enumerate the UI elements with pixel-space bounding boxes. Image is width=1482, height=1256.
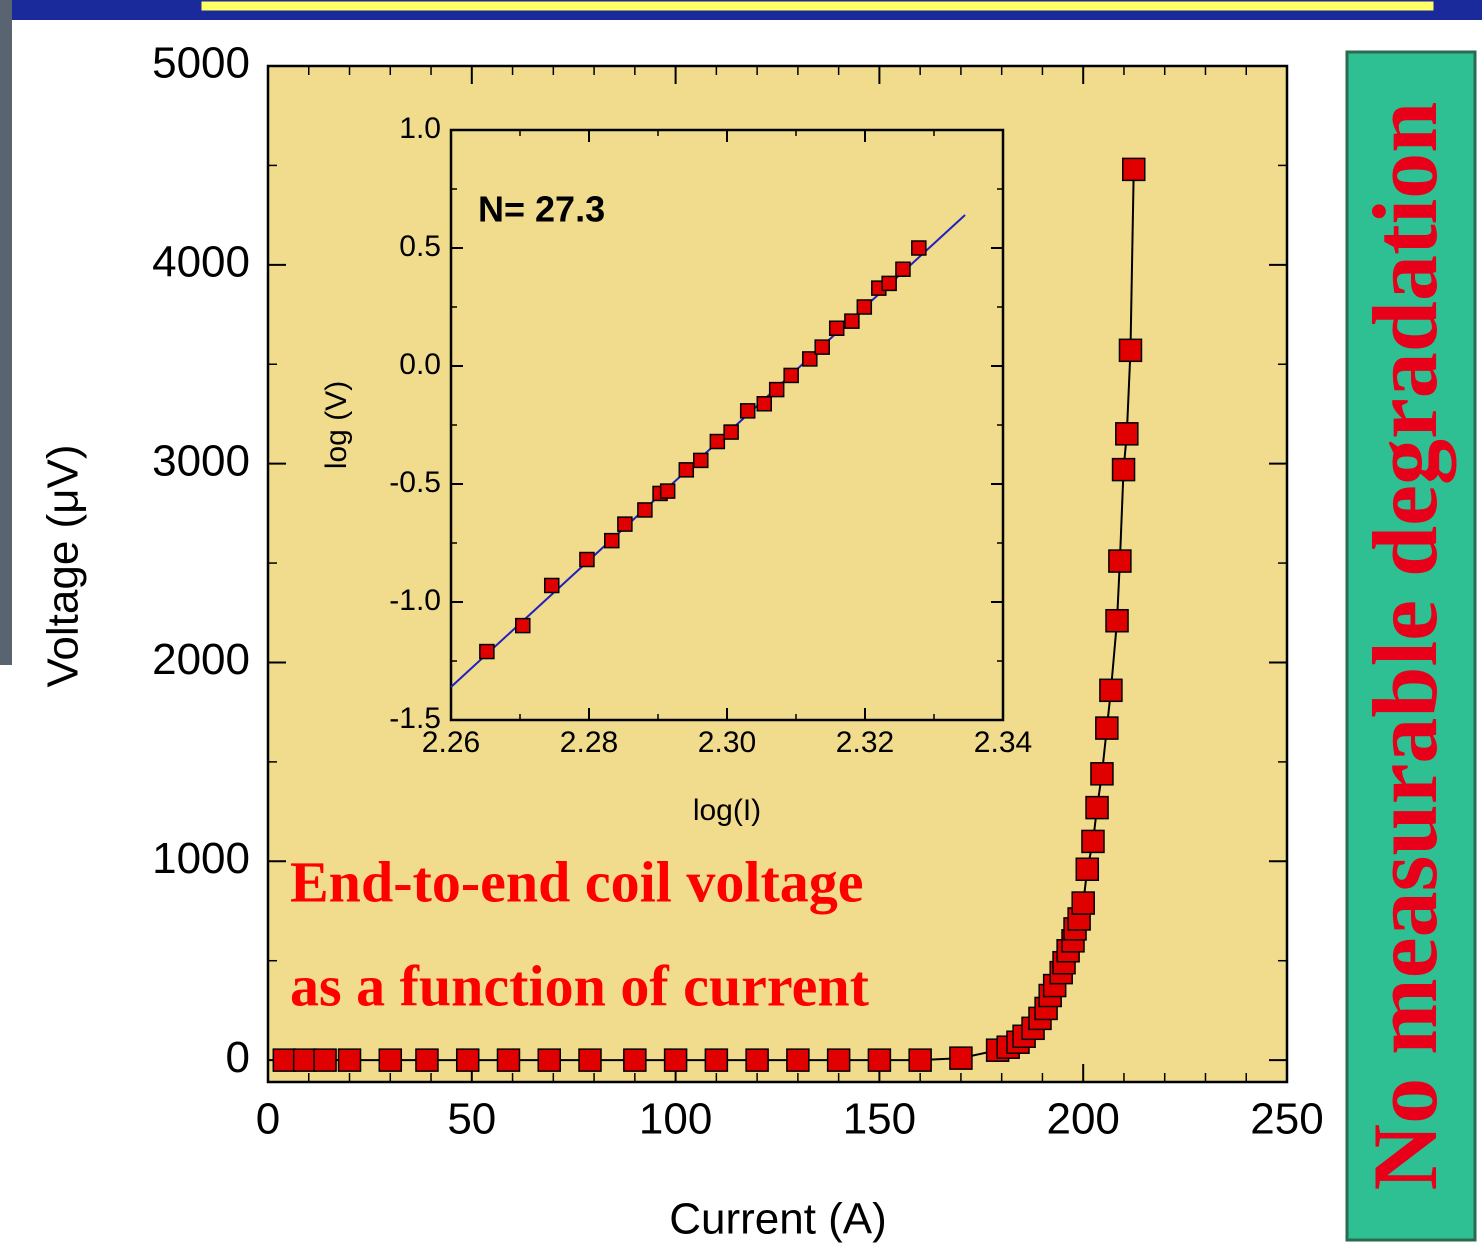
marker [844, 313, 860, 329]
marker [693, 452, 709, 469]
marker [337, 1048, 362, 1072]
y-tick-label: 4000 [152, 237, 250, 286]
marker [637, 502, 653, 518]
y-tick-label: 0.0 [399, 348, 441, 381]
y-tick-label: 0 [226, 1033, 250, 1082]
annotation: End-to-end coil voltage [290, 849, 864, 914]
marker [617, 516, 633, 532]
y-tick-label: 1.0 [399, 112, 441, 145]
marker [802, 351, 818, 367]
marker [786, 1048, 810, 1072]
x-axis-label: log(I) [693, 794, 761, 827]
marker [455, 1048, 480, 1072]
marker [272, 1048, 297, 1072]
y-axis-label: log (V) [320, 381, 353, 469]
x-tick-label: 2.26 [422, 726, 480, 759]
marker [895, 261, 911, 277]
marker [578, 1048, 602, 1072]
marker [659, 483, 676, 499]
side-banner-box [1345, 50, 1477, 1242]
x-tick-label: 2.32 [836, 726, 894, 759]
marker [678, 462, 695, 478]
marker [856, 299, 873, 315]
marker [1105, 608, 1129, 633]
marker [496, 1048, 521, 1072]
marker [768, 381, 785, 398]
x-tick-label: 2.28 [560, 726, 618, 759]
x-tick-label: 2.34 [974, 726, 1032, 759]
marker [709, 433, 726, 450]
marker [415, 1048, 439, 1072]
marker [1075, 857, 1100, 882]
marker [867, 1048, 892, 1072]
marker [949, 1046, 973, 1070]
x-tick-label: 200 [1046, 1095, 1119, 1144]
annotation: N= 27.3 [478, 189, 605, 230]
y-tick-label: 0.5 [399, 230, 441, 263]
marker [756, 396, 773, 412]
y-axis-label: Voltage (μV) [39, 444, 88, 687]
marker [881, 275, 897, 292]
y-tick-label: -1.5 [389, 702, 441, 735]
marker [826, 1048, 851, 1072]
marker [313, 1048, 337, 1072]
x-tick-label: 0 [256, 1095, 280, 1144]
x-tick-label: 100 [639, 1095, 712, 1144]
marker [1090, 762, 1114, 786]
marker [543, 577, 560, 594]
marker [911, 240, 927, 256]
side-banner: No measurable degradation [1345, 50, 1477, 1242]
marker [1095, 716, 1119, 740]
x-tick-label: 150 [843, 1095, 916, 1144]
marker [1111, 457, 1136, 482]
marker [579, 551, 595, 568]
marker [663, 1048, 688, 1072]
marker [604, 532, 620, 549]
marker [292, 1048, 317, 1072]
y-tick-label: 2000 [152, 635, 250, 684]
x-tick-label: 50 [447, 1095, 496, 1144]
chart: 2.26 2.28 2.30 2.32 2.34 -1.5 -1.0 -0.5 0.0 0.5 1.… [320, 112, 1032, 827]
side-banner-text: No measurable degradation [1354, 102, 1456, 1191]
marker [1115, 422, 1139, 446]
marker [1108, 549, 1132, 573]
marker [378, 1048, 403, 1072]
annotation: as a function of current [290, 953, 870, 1018]
marker [1085, 795, 1109, 820]
y-tick-label: 3000 [152, 436, 250, 485]
marker [1118, 338, 1143, 363]
y-tick-label: 1000 [152, 834, 250, 883]
marker [479, 643, 495, 660]
marker [783, 367, 799, 384]
x-tick-label: 2.30 [698, 726, 756, 759]
y-tick-label: -1.0 [389, 584, 441, 617]
x-tick-label: 250 [1250, 1095, 1323, 1144]
marker [1081, 829, 1105, 854]
marker [704, 1048, 729, 1072]
marker [1071, 891, 1095, 915]
marker [739, 403, 756, 419]
photo-edge [0, 0, 12, 665]
marker [745, 1048, 769, 1072]
marker [537, 1048, 561, 1072]
marker [908, 1048, 932, 1072]
marker [814, 339, 830, 355]
y-tick-label: -0.5 [389, 466, 441, 499]
marker [723, 424, 739, 440]
x-axis-label: Current (A) [669, 1195, 887, 1244]
marker [623, 1048, 647, 1072]
marker [1121, 157, 1146, 182]
marker [828, 320, 845, 336]
marker [515, 617, 531, 634]
marker [1099, 678, 1123, 703]
y-tick-label: 5000 [152, 39, 250, 88]
top-banner-box [198, 0, 1437, 14]
